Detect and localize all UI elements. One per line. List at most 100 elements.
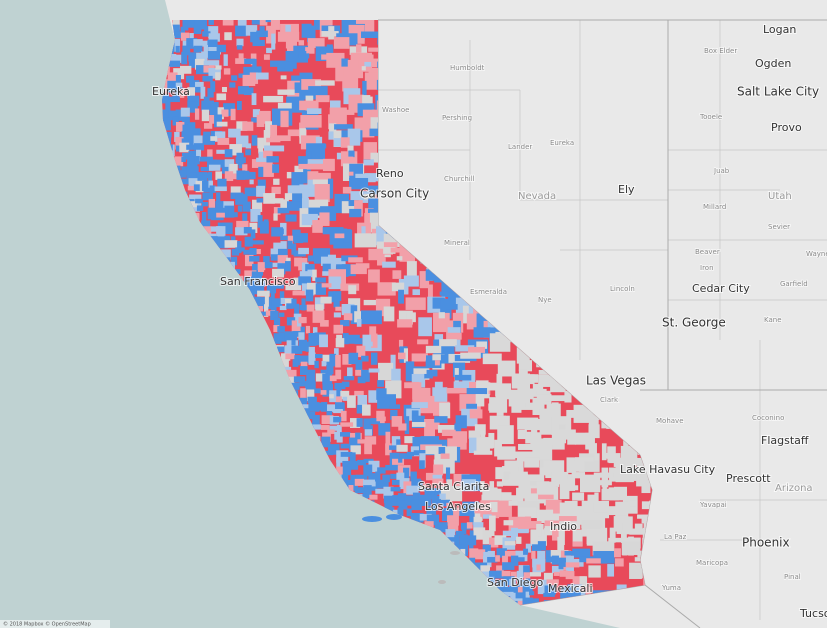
precinct	[538, 444, 553, 461]
precinct	[469, 513, 475, 526]
precinct	[482, 394, 490, 399]
precinct	[390, 354, 396, 370]
precinct	[403, 348, 409, 363]
precinct	[186, 75, 195, 83]
precinct	[235, 157, 246, 164]
precinct	[237, 86, 249, 95]
precinct	[279, 291, 285, 303]
precinct	[196, 149, 202, 162]
precinct	[468, 544, 474, 553]
precinct	[502, 530, 512, 537]
precinct	[515, 592, 529, 599]
precinct	[336, 425, 342, 434]
precinct	[249, 171, 256, 179]
precinct	[396, 256, 403, 261]
precinct	[217, 178, 227, 190]
precinct	[361, 369, 370, 382]
precinct	[258, 311, 269, 316]
precinct	[342, 466, 352, 476]
county-label: Eureka	[550, 139, 574, 147]
precinct	[273, 317, 281, 328]
precinct	[488, 403, 496, 411]
precinct	[361, 310, 382, 325]
precinct	[286, 382, 300, 390]
precinct	[284, 369, 297, 382]
precinct	[179, 88, 185, 98]
precinct	[193, 135, 203, 145]
precinct	[210, 214, 224, 221]
precinct	[207, 39, 218, 52]
precinct	[354, 200, 363, 217]
precinct	[581, 500, 590, 518]
precinct	[216, 212, 225, 218]
precinct	[622, 549, 628, 556]
precinct	[329, 390, 342, 403]
precinct	[243, 226, 252, 234]
precinct	[347, 156, 354, 165]
precinct	[544, 395, 567, 402]
precinct	[455, 415, 467, 429]
precinct	[539, 416, 555, 435]
precinct	[208, 180, 213, 189]
precinct	[336, 436, 343, 443]
precinct	[447, 438, 467, 450]
precinct	[544, 520, 567, 527]
precinct	[504, 541, 516, 546]
precinct	[280, 199, 289, 211]
precinct	[350, 264, 367, 275]
precinct	[270, 124, 278, 140]
precinct	[270, 248, 279, 257]
state-label: Utah	[768, 191, 792, 202]
precinct	[308, 346, 315, 357]
city-label: Prescott	[726, 472, 771, 485]
precinct	[383, 247, 396, 254]
precinct	[357, 376, 366, 384]
precinct	[375, 471, 381, 482]
precinct	[418, 494, 432, 506]
precinct	[515, 557, 525, 562]
precinct	[300, 361, 308, 368]
precinct	[509, 578, 516, 587]
precinct	[469, 530, 477, 540]
precinct	[189, 33, 194, 43]
precinct	[558, 431, 569, 440]
precinct	[340, 422, 354, 427]
precinct	[284, 345, 295, 358]
precinct	[242, 213, 248, 224]
precinct	[244, 58, 256, 65]
precinct	[327, 404, 338, 413]
precinct	[432, 474, 443, 483]
precinct	[256, 114, 265, 127]
precinct	[614, 548, 621, 558]
precinct	[196, 205, 204, 211]
precinct	[336, 387, 342, 400]
precinct	[187, 101, 198, 113]
precinct	[200, 156, 214, 162]
precinct	[293, 236, 304, 244]
precinct	[208, 164, 221, 171]
precinct	[530, 488, 539, 494]
precinct	[487, 556, 498, 563]
precinct	[397, 493, 407, 505]
precinct	[188, 59, 197, 68]
precinct	[459, 297, 466, 309]
precinct	[391, 368, 401, 383]
precinct	[250, 277, 261, 285]
precinct	[195, 128, 201, 134]
precinct	[468, 346, 486, 353]
precinct	[370, 418, 381, 425]
precinct	[482, 530, 495, 537]
precinct	[299, 366, 308, 375]
precinct	[235, 194, 248, 205]
precinct	[522, 586, 533, 596]
precinct	[489, 515, 496, 532]
precinct	[320, 320, 329, 327]
city-label: Cedar City	[692, 282, 750, 295]
precinct	[616, 507, 628, 516]
precinct	[215, 72, 221, 81]
county-lines	[378, 20, 827, 620]
precinct	[222, 222, 233, 234]
precinct	[566, 409, 582, 418]
precinct	[194, 58, 205, 70]
precinct	[334, 233, 345, 239]
